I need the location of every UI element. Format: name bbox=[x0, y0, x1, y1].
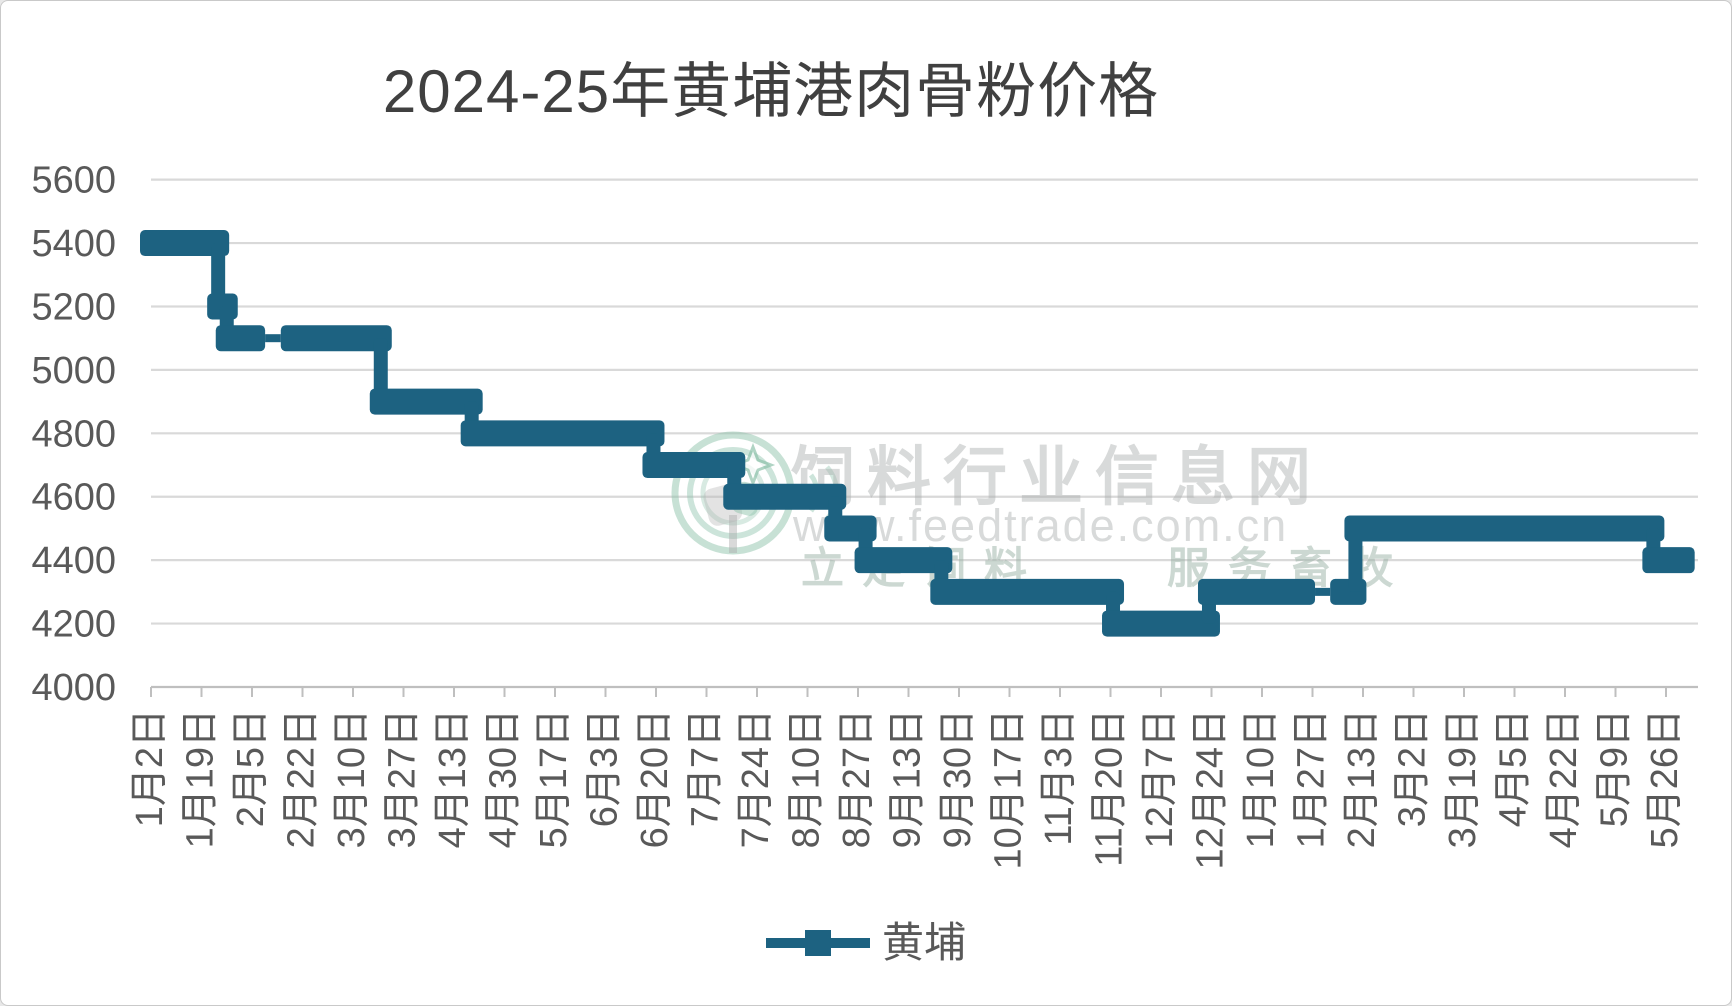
x-axis-label: 12月24日 bbox=[1190, 709, 1232, 870]
x-axis-label: 10月17日 bbox=[988, 709, 1030, 870]
x-axis-label: 5月26日 bbox=[1644, 709, 1686, 848]
x-axis-label: 5月17日 bbox=[533, 709, 575, 848]
series-run bbox=[460, 420, 665, 447]
x-axis-labels: 1月2日 1月19日 2月5日 2月22日 3月10日 3月27日 4月13日 4月30日 5月… bbox=[129, 709, 1686, 870]
series-huangpu bbox=[140, 230, 1695, 637]
series-thin-segment bbox=[265, 334, 281, 343]
series-thin-segment bbox=[1315, 587, 1331, 596]
x-axis-label: 11月3日 bbox=[1038, 709, 1080, 846]
series-run bbox=[642, 452, 746, 479]
x-axis-label: 4月5日 bbox=[1493, 709, 1535, 827]
x-axis-label: 3月10日 bbox=[331, 709, 373, 848]
series-run bbox=[1197, 578, 1316, 605]
x-axis-label: 2月13日 bbox=[1341, 709, 1383, 848]
y-axis-label: 4400 bbox=[31, 540, 116, 582]
y-axis-label: 4800 bbox=[31, 413, 116, 455]
x-axis-label: 7月7日 bbox=[685, 709, 727, 827]
legend-square-marker-icon bbox=[804, 930, 831, 956]
series-run bbox=[1642, 547, 1695, 574]
legend-marker bbox=[765, 930, 870, 956]
x-axis-label: 3月2日 bbox=[1392, 709, 1434, 827]
y-axis-labels: 5600 5400 5200 5000 4800 4600 4400 4200 4000 bbox=[31, 160, 116, 709]
series-run bbox=[854, 547, 953, 574]
x-axis-label: 3月19日 bbox=[1442, 709, 1484, 848]
x-axis-label: 6月20日 bbox=[634, 709, 676, 848]
x-axis-label: 1月27日 bbox=[1291, 709, 1333, 848]
x-axis-label: 2月5日 bbox=[230, 709, 272, 827]
y-axis-label: 4200 bbox=[31, 604, 116, 646]
series-connector bbox=[373, 338, 388, 402]
x-axis-label: 12月7日 bbox=[1139, 709, 1181, 848]
series-run bbox=[369, 388, 483, 415]
watermark-site-name: 饲料行业信息网 bbox=[791, 441, 1323, 513]
x-axis-label: 4月13日 bbox=[432, 709, 474, 848]
x-axis-label: 1月2日 bbox=[129, 709, 171, 827]
chart-title: 2024-25年黄埔港肉骨粉价格 bbox=[382, 58, 1160, 125]
y-axis-label: 5600 bbox=[31, 160, 116, 202]
watermark: 饲料行业信息网 www.feedtrade.com.cn 立足饲料 服务畜牧 bbox=[671, 431, 1393, 593]
logo-stem bbox=[729, 515, 737, 553]
y-axis-label: 4000 bbox=[31, 667, 116, 709]
y-axis-label: 5000 bbox=[31, 350, 116, 392]
y-axis-label: 5400 bbox=[31, 223, 116, 265]
x-axis-label: 3月27日 bbox=[382, 709, 424, 848]
series-run bbox=[723, 483, 847, 510]
legend-label: 黄埔 bbox=[881, 919, 966, 966]
x-axis-label: 1月19日 bbox=[180, 709, 222, 848]
x-axis-label: 11月20日 bbox=[1089, 709, 1131, 867]
x-axis-label: 5月9日 bbox=[1594, 709, 1636, 827]
series-run bbox=[215, 325, 266, 352]
series-run bbox=[140, 230, 230, 257]
gridlines bbox=[151, 178, 1698, 625]
x-axis-label: 7月24日 bbox=[735, 709, 777, 848]
x-axis-label: 9月13日 bbox=[887, 709, 929, 848]
series-connector bbox=[1348, 528, 1363, 592]
x-axis-label: 4月30日 bbox=[483, 709, 525, 848]
y-axis-label: 4600 bbox=[31, 477, 116, 519]
legend: 黄埔 bbox=[1, 922, 1731, 964]
x-axis-label: 4月22日 bbox=[1543, 709, 1585, 848]
series-connector bbox=[211, 243, 226, 307]
x-axis-label: 2月22日 bbox=[281, 709, 323, 848]
x-axis-label: 6月3日 bbox=[584, 709, 626, 827]
x-axis-label: 1月10日 bbox=[1240, 709, 1282, 848]
x-axis bbox=[150, 685, 1698, 697]
x-axis-label: 8月27日 bbox=[836, 709, 878, 848]
x-axis-label: 9月30日 bbox=[937, 709, 979, 848]
x-axis-label: 8月10日 bbox=[786, 709, 828, 848]
series-run bbox=[1344, 515, 1665, 542]
series-run bbox=[1102, 610, 1220, 637]
series-run bbox=[280, 325, 392, 352]
series-run bbox=[930, 578, 1125, 605]
y-axis-label: 5200 bbox=[31, 286, 116, 328]
